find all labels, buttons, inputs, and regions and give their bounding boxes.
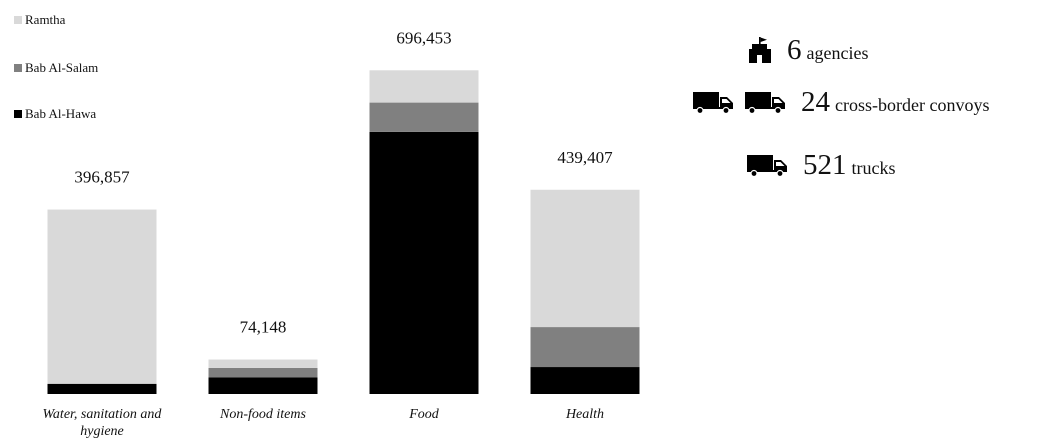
bar-health-bab-al-salam: [530, 327, 640, 368]
category-label-water-sanitation-and-hygiene: Water, sanitation and hygiene: [43, 407, 163, 439]
bar-food-bab-al-salam: [369, 102, 479, 132]
stats-panel: 6 agencies 24 cross-border convoys: [690, 14, 1050, 204]
bar-food-bab-al-hawa: [369, 131, 479, 394]
stat-icons-convoys: [693, 90, 787, 114]
category-label-non-food-items: Non-food items: [219, 407, 306, 422]
bar-health-bab-al-hawa: [530, 367, 640, 394]
bar-non-food-items-bab-al-hawa: [208, 377, 318, 394]
truck-icon: [745, 92, 785, 114]
legend-label-bab-al-hawa: Bab Al-Hawa: [25, 106, 97, 121]
bar-water-sanitation-and-hygiene-ramtha: [47, 209, 157, 384]
legend-item-bab-al-hawa: Bab Al-Hawa: [14, 106, 96, 122]
stat-icons-agencies: [747, 37, 773, 63]
bar-food-ramtha: [369, 70, 479, 103]
legend-label-bab-al-salam: Bab Al-Salam: [25, 60, 99, 75]
bar-water-sanitation-and-hygiene-bab-al-hawa: [47, 383, 157, 394]
bar-non-food-items-bab-al-salam: [208, 367, 318, 378]
total-label-health: 439,407: [557, 148, 613, 167]
stat-label-agencies: agencies: [806, 43, 869, 63]
stat-value-agencies: 6: [787, 34, 802, 66]
office-building-icon: [749, 37, 771, 63]
total-label-food: 696,453: [396, 28, 451, 47]
total-label-water-sanitation-and-hygiene: 396,857: [74, 168, 130, 187]
legend-item-bab-al-salam: Bab Al-Salam: [14, 60, 98, 76]
stat-trucks: 521 trucks: [747, 149, 896, 181]
stat-value-convoys: 24: [801, 86, 830, 118]
truck-icon: [747, 155, 787, 177]
stat-convoys: 24 cross-border convoys: [693, 86, 989, 118]
stat-agencies: 6 agencies: [747, 34, 868, 66]
legend-item-ramtha: Ramtha: [14, 12, 65, 28]
bar-health-ramtha: [530, 189, 640, 328]
total-label-non-food-items: 74,148: [240, 318, 287, 337]
legend-swatch-bab-al-hawa: [14, 110, 22, 118]
legend-label-ramtha: Ramtha: [25, 12, 66, 27]
category-label-health: Health: [565, 407, 604, 422]
stat-label-convoys: cross-border convoys: [835, 95, 990, 115]
legend-swatch-bab-al-salam: [14, 64, 22, 72]
legend-swatch-ramtha: [14, 16, 22, 24]
stat-value-trucks: 521: [803, 149, 847, 181]
bar-non-food-items-ramtha: [208, 359, 318, 368]
category-label-food: Food: [408, 407, 440, 422]
legend: Ramtha Bab Al-Salam Bab Al-Hawa: [14, 8, 194, 148]
truck-icon: [693, 92, 733, 114]
stat-icons-trucks: [747, 153, 789, 177]
stat-label-trucks: trucks: [851, 158, 896, 178]
